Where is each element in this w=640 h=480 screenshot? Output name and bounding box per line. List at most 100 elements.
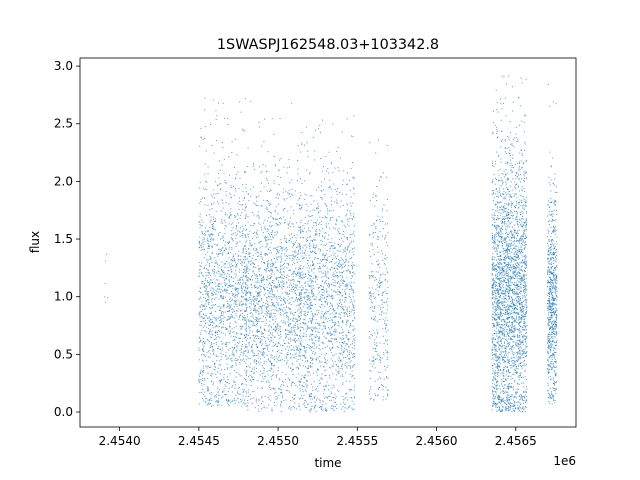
data-point: [321, 285, 323, 287]
data-point: [282, 271, 284, 273]
data-point: [245, 345, 247, 347]
data-point: [310, 333, 312, 335]
data-point: [239, 240, 241, 242]
data-point: [351, 265, 353, 267]
data-point: [255, 204, 257, 206]
data-point: [303, 385, 305, 387]
data-point: [298, 230, 300, 231]
data-point: [217, 253, 219, 255]
data-point: [337, 258, 339, 260]
data-point: [203, 308, 205, 310]
data-point: [324, 178, 326, 180]
data-point: [204, 109, 206, 111]
data-point: [376, 329, 378, 331]
data-point: [269, 360, 271, 362]
data-point: [242, 249, 244, 251]
data-point: [281, 320, 283, 322]
data-point: [245, 343, 247, 345]
data-point: [324, 389, 326, 391]
data-point: [305, 254, 307, 256]
data-point: [331, 289, 333, 291]
data-point: [296, 246, 298, 248]
data-point: [308, 371, 310, 373]
data-point: [494, 221, 496, 223]
data-point: [303, 354, 305, 356]
data-point: [225, 346, 227, 348]
data-point: [252, 271, 254, 273]
data-point: [238, 343, 240, 345]
data-point: [291, 288, 293, 290]
data-point: [250, 284, 252, 286]
data-point: [321, 361, 323, 363]
data-point: [350, 343, 352, 345]
data-point: [327, 291, 329, 293]
data-point: [509, 194, 511, 196]
data-point: [382, 335, 384, 337]
data-point: [247, 350, 249, 352]
data-point: [271, 231, 273, 233]
data-point: [280, 402, 282, 404]
data-point: [375, 271, 377, 273]
data-point: [290, 407, 292, 409]
data-point: [385, 349, 387, 351]
data-point: [369, 393, 371, 395]
data-point: [228, 248, 230, 250]
data-point: [322, 189, 324, 191]
data-point: [266, 337, 268, 339]
data-point: [265, 361, 267, 363]
data-point: [198, 403, 200, 405]
data-point: [260, 267, 262, 269]
data-point: [323, 297, 325, 299]
data-point: [262, 311, 264, 313]
data-point: [228, 192, 230, 194]
data-point: [306, 380, 308, 382]
data-point: [258, 273, 260, 275]
data-point: [508, 245, 510, 247]
data-point: [203, 286, 205, 288]
data-point: [321, 303, 322, 305]
data-point: [287, 292, 289, 294]
data-point: [272, 365, 274, 367]
data-point: [208, 270, 210, 272]
data-point: [337, 167, 339, 169]
data-point: [212, 360, 214, 362]
data-point: [277, 197, 279, 199]
data-point: [374, 380, 376, 382]
data-point: [255, 250, 257, 252]
data-point: [257, 214, 259, 216]
data-point: [235, 357, 237, 359]
data-point: [298, 267, 300, 269]
data-point: [260, 327, 262, 329]
data-point: [305, 366, 307, 368]
data-point: [326, 250, 328, 252]
data-point: [240, 255, 242, 257]
data-point: [311, 328, 313, 330]
data-point: [230, 299, 232, 301]
data-point: [260, 341, 262, 343]
data-point: [286, 316, 288, 318]
data-point: [201, 309, 203, 311]
data-point: [322, 321, 324, 323]
data-point: [340, 291, 342, 293]
data-point: [281, 265, 283, 267]
data-point: [226, 253, 228, 255]
data-point: [312, 358, 314, 360]
data-point: [269, 282, 271, 284]
data-point: [217, 292, 219, 294]
data-point: [316, 310, 318, 312]
data-point: [319, 383, 321, 385]
data-point: [332, 123, 334, 125]
data-point: [238, 316, 240, 318]
data-point: [288, 308, 290, 310]
data-point: [348, 270, 350, 272]
data-point: [239, 280, 241, 282]
data-point: [349, 237, 351, 238]
data-point: [285, 301, 287, 303]
data-point: [342, 240, 344, 242]
data-point: [241, 287, 243, 289]
data-point: [253, 202, 255, 204]
data-point: [307, 260, 309, 261]
data-point: [247, 391, 249, 393]
data-point: [284, 297, 286, 299]
data-point: [329, 317, 331, 319]
